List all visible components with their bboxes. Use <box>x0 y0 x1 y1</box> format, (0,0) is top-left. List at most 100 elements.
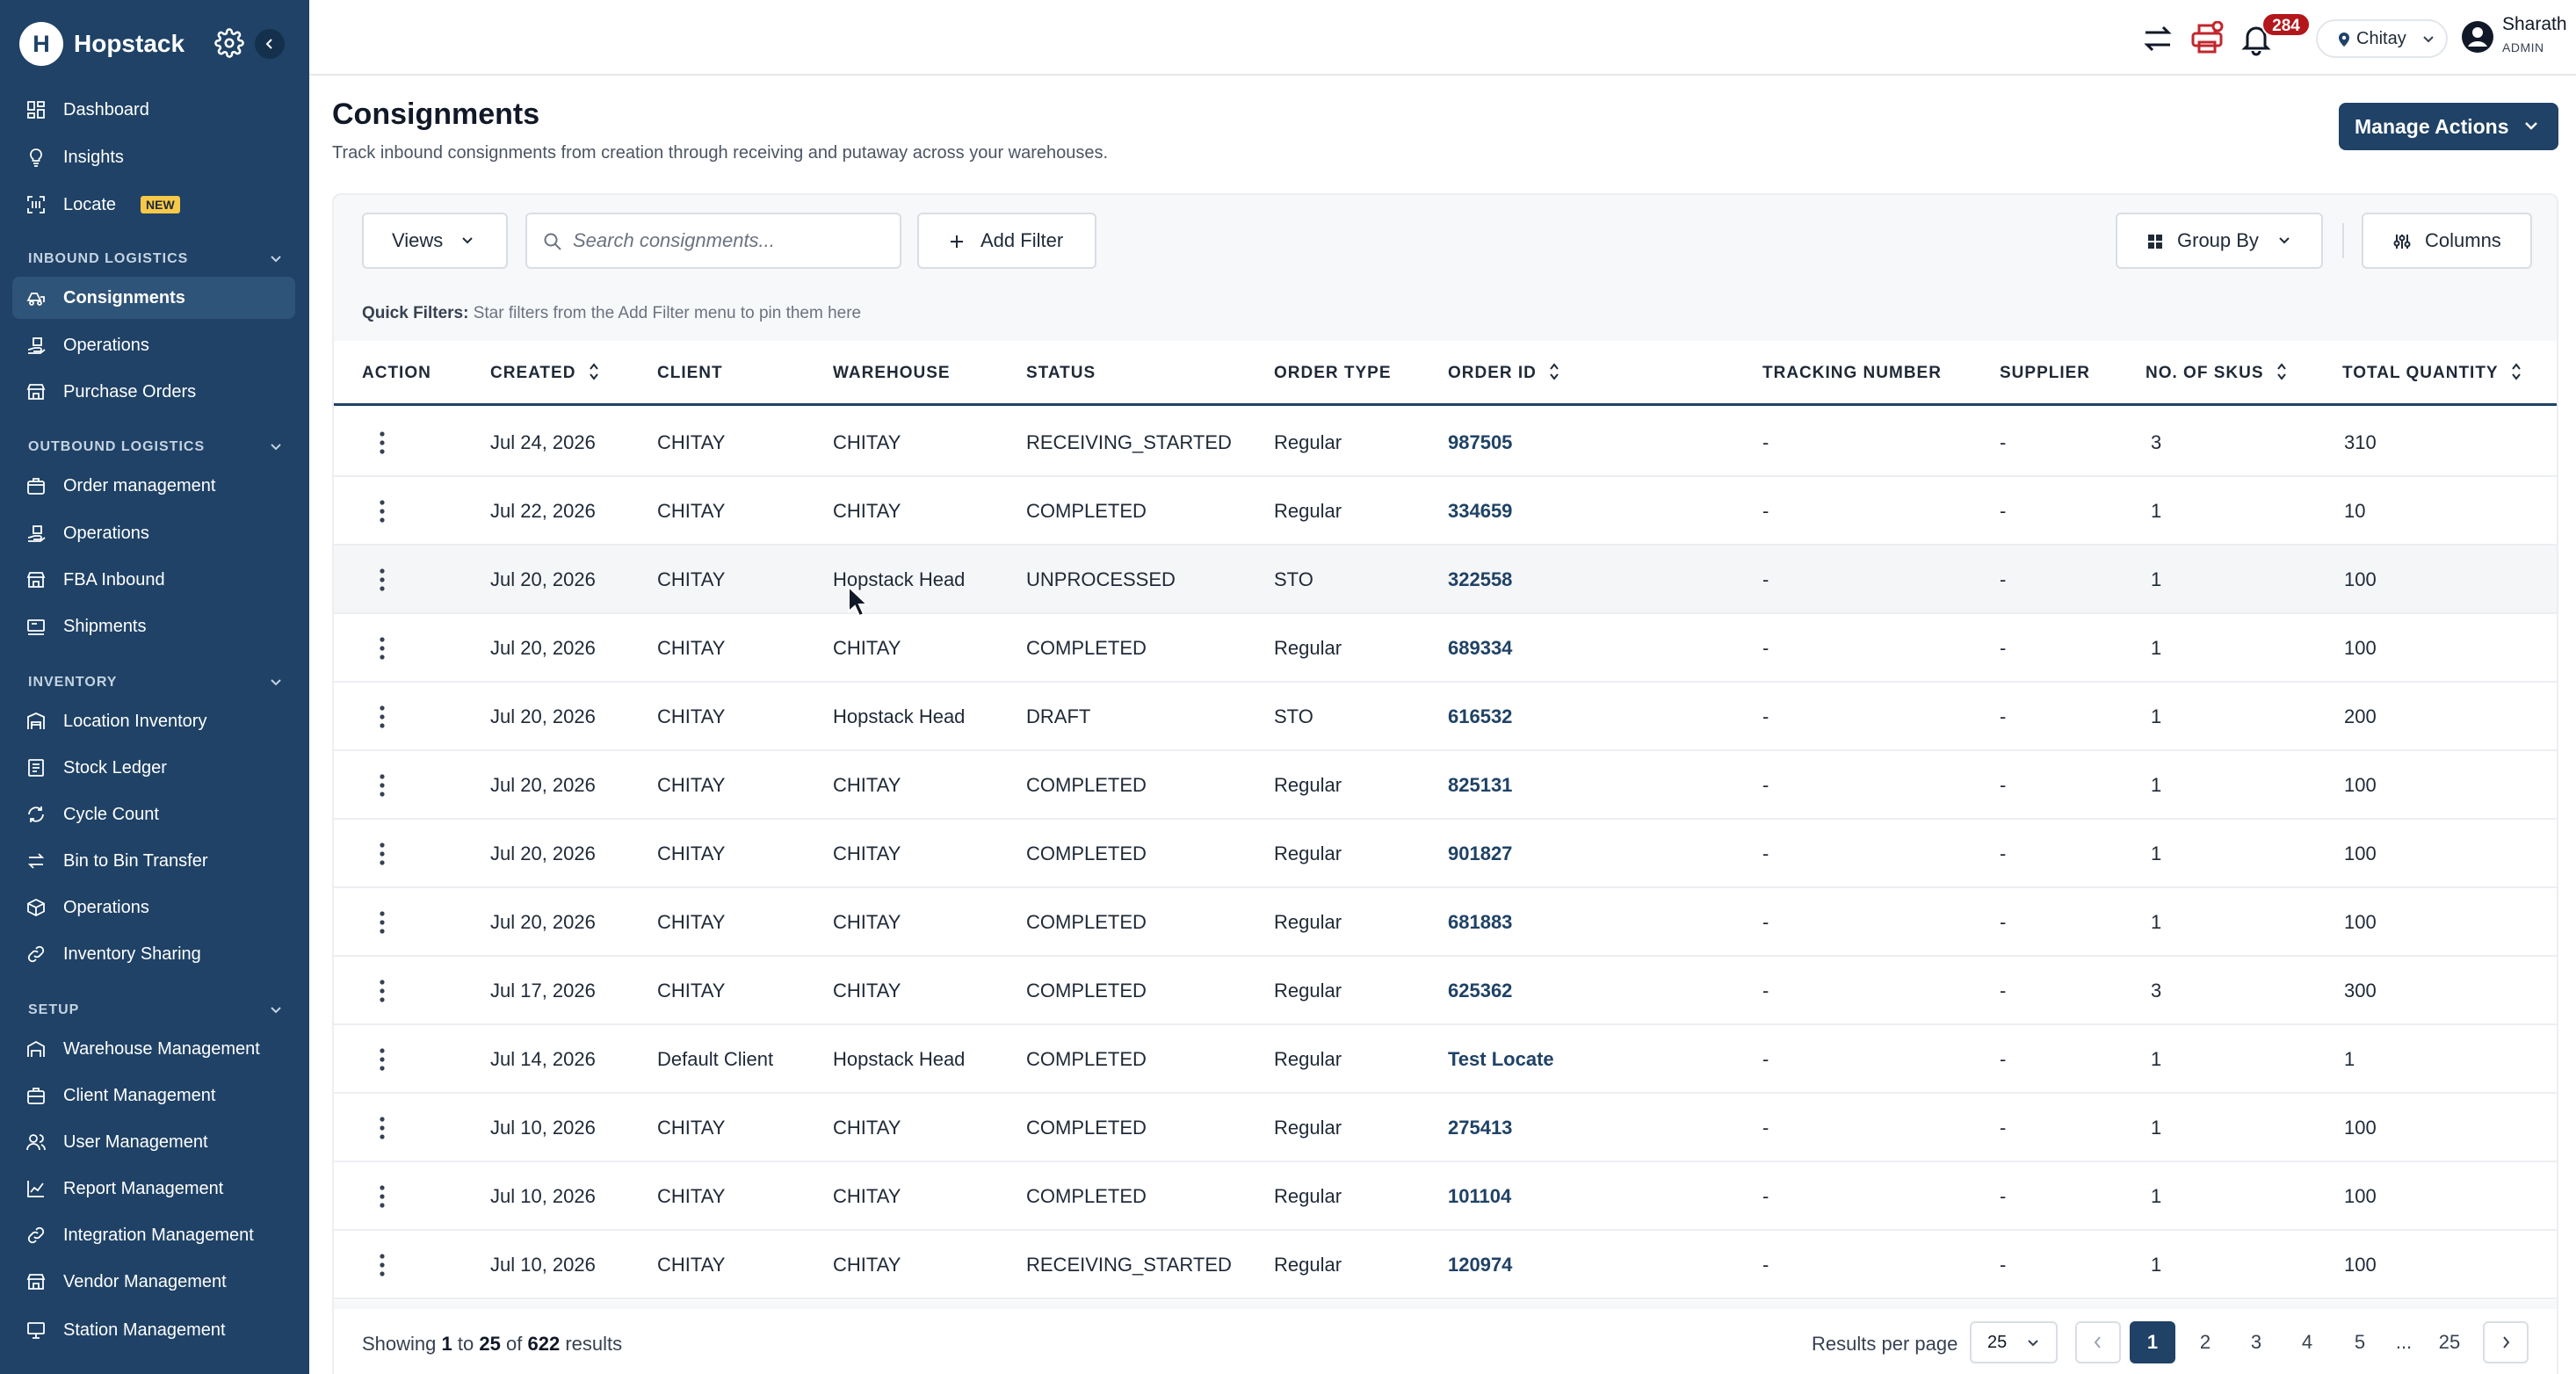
sidebar-item-report-management[interactable]: Report Management <box>12 1168 295 1210</box>
sidebar-item-cycle-count[interactable]: Cycle Count <box>12 793 295 835</box>
printer-icon[interactable] <box>2189 21 2225 56</box>
sidebar-item-order-management[interactable]: Order management <box>12 465 295 507</box>
settings-gear-icon[interactable] <box>214 28 244 58</box>
switch-arrows-icon[interactable] <box>2140 21 2175 56</box>
table-row[interactable]: Jul 24, 2026 CHITAY CHITAY RECEIVING_STARTE… <box>334 409 2557 477</box>
sidebar-item-inbound-operations[interactable]: Operations <box>12 324 295 366</box>
sidebar-item-fba-inbound[interactable]: FBA Inbound <box>12 559 295 601</box>
user-avatar-icon[interactable] <box>2460 19 2495 54</box>
section-setup[interactable]: SETUP <box>28 997 283 1023</box>
hopstack-logo[interactable]: H <box>19 22 63 66</box>
section-inbound-logistics[interactable]: INBOUND LOGISTICS <box>28 246 283 272</box>
row-actions-kebab-icon[interactable] <box>369 1114 395 1142</box>
group-by-dropdown[interactable]: Group By <box>2116 213 2323 269</box>
page-button-2[interactable]: 2 <box>2199 1331 2211 1353</box>
cell-tracking-number: - <box>1762 637 1769 659</box>
cell-order-id[interactable]: 825131 <box>1448 774 1513 796</box>
sidebar-item-insights[interactable]: Insights <box>12 136 295 178</box>
table-row[interactable]: Jul 10, 2026 CHITAY CHITAY COMPLETED Regular… <box>334 1162 2557 1231</box>
sidebar-item-integration-management[interactable]: Integration Management <box>12 1214 295 1256</box>
views-dropdown[interactable]: Views <box>362 213 508 269</box>
table-row[interactable]: Jul 10, 2026 CHITAY CHITAY COMPLETED Regular… <box>334 1094 2557 1162</box>
add-filter-button[interactable]: Add Filter <box>917 213 1096 269</box>
sidebar-item-dashboard[interactable]: Dashboard <box>12 89 295 131</box>
user-name[interactable]: Sharath <box>2502 14 2567 34</box>
cell-order-id[interactable]: 681883 <box>1448 911 1513 933</box>
row-actions-kebab-icon[interactable] <box>369 703 395 731</box>
search-consignments[interactable] <box>525 213 901 269</box>
sidebar-item-location-inventory[interactable]: Location Inventory <box>12 700 295 742</box>
row-actions-kebab-icon[interactable] <box>369 840 395 868</box>
table-row[interactable]: Jul 14, 2026 Default Client Hopstack Head C… <box>334 1025 2557 1094</box>
column-header-total-quantity[interactable]: TOTAL QUANTITY <box>2342 341 2522 406</box>
table-row[interactable]: Jul 20, 2026 CHITAY Hopstack Head UNPROCESS… <box>334 546 2557 614</box>
cell-order-id[interactable]: 101104 <box>1448 1185 1512 1207</box>
column-header-order-id[interactable]: ORDER ID <box>1448 341 1559 406</box>
next-page-button[interactable] <box>2483 1321 2529 1363</box>
cell-order-id[interactable]: 987505 <box>1448 431 1513 453</box>
table-row[interactable]: Jul 22, 2026 CHITAY CHITAY COMPLETED Regular… <box>334 477 2557 546</box>
page-button-5[interactable]: 5 <box>2354 1331 2366 1353</box>
notification-bell-icon[interactable] <box>2239 21 2274 56</box>
column-header-created[interactable]: CREATED <box>490 341 599 406</box>
cell-order-id[interactable]: 616532 <box>1448 705 1513 727</box>
sidebar-item-shipments[interactable]: Shipments <box>12 605 295 647</box>
table-row[interactable]: Jul 20, 2026 CHITAY CHITAY COMPLETED Regular… <box>334 888 2557 957</box>
page-button-4[interactable]: 4 <box>2301 1331 2313 1353</box>
table-row[interactable]: Jul 20, 2026 CHITAY CHITAY COMPLETED Regular… <box>334 820 2557 888</box>
results-summary: Showing 1 to 25 of 622 results <box>362 1309 622 1374</box>
prev-page-button[interactable] <box>2075 1321 2121 1363</box>
row-actions-kebab-icon[interactable] <box>369 908 395 936</box>
cell-no-of-skus: 1 <box>2151 774 2162 796</box>
table-row[interactable]: Jul 17, 2026 CHITAY CHITAY COMPLETED Regular… <box>334 957 2557 1025</box>
section-inventory[interactable]: INVENTORY <box>28 669 283 696</box>
sidebar-item-locate[interactable]: Locate NEW <box>12 184 295 226</box>
table-row[interactable]: Jul 20, 2026 CHITAY CHITAY COMPLETED Regular… <box>334 751 2557 820</box>
cell-order-id[interactable]: 120974 <box>1448 1254 1513 1276</box>
table-row[interactable]: Jul 20, 2026 CHITAY CHITAY COMPLETED Regular… <box>334 614 2557 683</box>
sidebar-item-stock-ledger[interactable]: Stock Ledger <box>12 747 295 789</box>
table-row[interactable]: Jul 20, 2026 CHITAY Hopstack Head DRAFT STO 6… <box>334 683 2557 751</box>
sidebar-item-client-management[interactable]: Client Management <box>12 1074 295 1117</box>
page-button-3[interactable]: 3 <box>2250 1331 2262 1353</box>
search-input[interactable] <box>573 214 889 267</box>
sidebar-item-bin-to-bin-transfer[interactable]: Bin to Bin Transfer <box>12 840 295 882</box>
results-per-page-select[interactable]: 25 <box>1970 1321 2058 1363</box>
row-actions-kebab-icon[interactable] <box>369 634 395 662</box>
row-actions-kebab-icon[interactable] <box>369 566 395 594</box>
table-row[interactable]: Jul 10, 2026 CHITAY CHITAY RECEIVING_STARTE… <box>334 1231 2557 1299</box>
page-button-1[interactable]: 1 <box>2130 1321 2175 1363</box>
sidebar-item-warehouse-management[interactable]: Warehouse Management <box>12 1028 295 1070</box>
page-button-25[interactable]: 25 <box>2438 1331 2461 1353</box>
chevron-left-icon <box>265 39 272 49</box>
cell-order-id[interactable]: 625362 <box>1448 980 1513 1002</box>
cell-order-id[interactable]: 322558 <box>1448 568 1513 590</box>
row-actions-kebab-icon[interactable] <box>369 771 395 799</box>
sidebar-item-vendor-management[interactable]: Vendor Management <box>12 1261 295 1303</box>
location-selector[interactable]: Chitay <box>2316 19 2448 58</box>
sidebar-item-inventory-sharing[interactable]: Inventory Sharing <box>12 933 295 975</box>
sidebar-item-purchase-orders[interactable]: Purchase Orders <box>12 371 295 413</box>
collapse-sidebar-button[interactable] <box>255 29 285 59</box>
cell-order-id[interactable]: 901827 <box>1448 842 1513 864</box>
section-outbound-logistics[interactable]: OUTBOUND LOGISTICS <box>28 434 283 460</box>
row-actions-kebab-icon[interactable] <box>369 429 395 457</box>
row-actions-kebab-icon[interactable] <box>369 1182 395 1211</box>
brand-name[interactable]: Hopstack <box>74 30 185 57</box>
cell-order-id[interactable]: Test Locate <box>1448 1048 1554 1070</box>
row-actions-kebab-icon[interactable] <box>369 977 395 1005</box>
manage-actions-button[interactable]: Manage Actions <box>2339 103 2558 150</box>
sidebar-item-user-management[interactable]: User Management <box>12 1121 295 1163</box>
sidebar-item-inventory-operations[interactable]: Operations <box>12 886 295 929</box>
row-actions-kebab-icon[interactable] <box>369 1045 395 1074</box>
cell-order-id[interactable]: 275413 <box>1448 1117 1513 1139</box>
row-actions-kebab-icon[interactable] <box>369 497 395 525</box>
columns-button[interactable]: Columns <box>2362 213 2532 269</box>
sidebar-item-consignments[interactable]: Consignments <box>12 277 295 319</box>
sidebar-item-outbound-operations[interactable]: Operations <box>12 512 295 554</box>
sidebar-item-station-management[interactable]: Station Management <box>12 1309 295 1351</box>
cell-order-id[interactable]: 334659 <box>1448 500 1513 522</box>
column-header-no-of-skus[interactable]: NO. OF SKUS <box>2145 341 2287 406</box>
cell-order-id[interactable]: 689334 <box>1448 637 1513 659</box>
row-actions-kebab-icon[interactable] <box>369 1251 395 1279</box>
